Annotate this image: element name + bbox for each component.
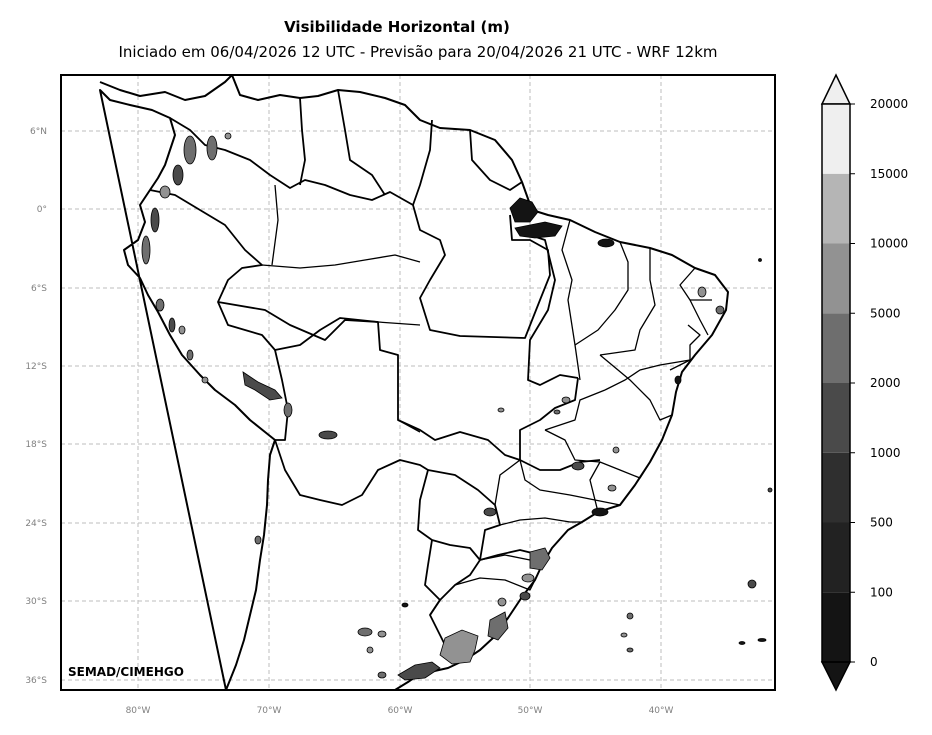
- lon-label-60w: 60°W: [388, 706, 413, 716]
- colorbar-segment: [822, 313, 850, 383]
- map-area: SEMAD/CIMEHGO: [61, 75, 775, 690]
- colorbar-tick-label: 1000: [870, 446, 901, 460]
- lat-label-6s: 6°S: [31, 284, 47, 294]
- colorbar-segment: [822, 383, 850, 453]
- colorbar-tick-label: 10000: [870, 237, 908, 251]
- colorbar-segment: [822, 522, 850, 593]
- colorbar-segment: [822, 452, 850, 523]
- colorbar-tick-label: 5000: [870, 306, 901, 320]
- colorbar-tick-label: 0: [870, 655, 878, 669]
- colorbar-segment: [822, 243, 850, 314]
- map-frame: [60, 74, 776, 691]
- lat-label-12s: 12°S: [25, 362, 47, 372]
- lat-label-30s: 30°S: [25, 597, 47, 607]
- lon-label-80w: 80°W: [126, 706, 151, 716]
- colorbar-tick-label: 2000: [870, 376, 901, 390]
- lat-label-0: 0°: [37, 205, 47, 215]
- map-title: Visibilidade Horizontal (m): [284, 18, 510, 36]
- lon-label-50w: 50°W: [518, 706, 543, 716]
- colorbar-tick-label: 500: [870, 516, 893, 530]
- lat-label-36s: 36°S: [25, 676, 47, 686]
- colorbar-segment: [822, 592, 850, 662]
- credit-label: SEMAD/CIMEHGO: [68, 665, 184, 679]
- colorbar-extend-top: [820, 73, 852, 105]
- visibility-contours: [141, 132, 773, 681]
- lon-label-70w: 70°W: [257, 706, 282, 716]
- lat-label-18s: 18°S: [25, 440, 47, 450]
- colorbar-tick-label: 100: [870, 585, 893, 599]
- colorbar: 0 100 500 1000 2000 5000 10000 15000 20000: [820, 73, 908, 692]
- lat-label-6n: 6°N: [30, 127, 47, 137]
- colorbar-segment: [822, 173, 850, 244]
- lon-label-40w: 40°W: [649, 706, 674, 716]
- colorbar-tick-label: 20000: [870, 97, 908, 111]
- south-america-coastline: [99, 75, 729, 690]
- lat-label-24s: 24°S: [25, 519, 47, 529]
- colorbar-tick-label: 15000: [870, 167, 908, 181]
- colorbar-extend-bottom: [820, 661, 852, 692]
- map-subtitle: Iniciado em 06/04/2026 12 UTC - Previsão…: [118, 43, 718, 61]
- state-borders: [261, 184, 712, 591]
- colorbar-segment: [822, 104, 850, 174]
